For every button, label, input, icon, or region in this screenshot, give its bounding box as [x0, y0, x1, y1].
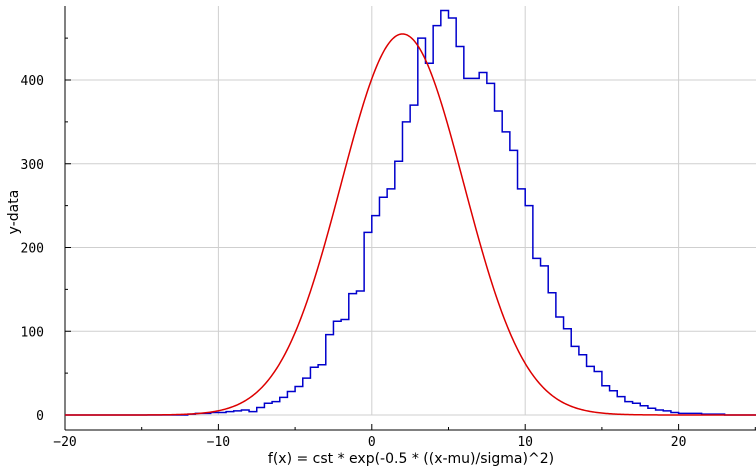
y-tick-label: 200 — [21, 242, 44, 257]
y-tick-label: 100 — [21, 325, 44, 340]
histogram-series — [65, 9, 756, 416]
y-tick-label: 300 — [21, 158, 44, 173]
axes — [64, 6, 756, 431]
y-tick-label: 0 — [36, 409, 44, 424]
x-tick-label: 20 — [671, 435, 687, 450]
x-tick-label: −20 — [53, 435, 76, 450]
fit-curve — [65, 33, 756, 416]
x-tick-labels: −20 −10 0 10 20 — [53, 435, 686, 450]
x-tick-label: −10 — [207, 435, 230, 450]
tick-marks — [64, 37, 756, 430]
y-axis-title: y-data — [6, 190, 22, 235]
x-tick-label: 0 — [368, 435, 376, 450]
grid-lines — [65, 6, 756, 416]
y-tick-label: 400 — [21, 74, 44, 89]
x-axis-title: f(x) = cst * exp(-0.5 * ((x-mu)/sigma)^2… — [268, 451, 554, 467]
x-tick-label: 10 — [517, 435, 533, 450]
y-tick-labels: 0 100 200 300 400 — [21, 74, 44, 424]
